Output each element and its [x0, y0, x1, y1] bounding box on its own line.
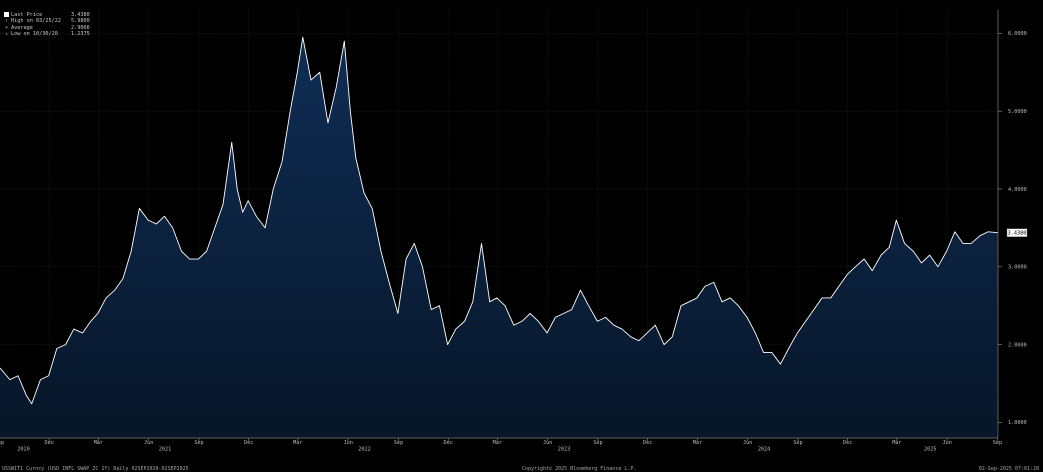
chart-axes: 1.0000 2.0000 3.0000 4.0000 5.0000 6.0000 Sep D…	[0, 10, 1028, 453]
y-tick-label: 6.0000	[1008, 31, 1027, 37]
high-marker-icon: ↑	[4, 18, 9, 25]
legend-high-value: 5.9800	[71, 18, 90, 25]
footer-security-info: USSWIT1 Curncy (USD INFL SWAP ZC 1Y) Dai…	[2, 466, 189, 472]
legend-high-label: High on 03/25/22	[11, 18, 61, 25]
x-tick-label: Sep	[593, 440, 602, 446]
x-tick-label: Dec	[45, 440, 54, 446]
x-tick-label: Dec	[443, 440, 452, 446]
x-tick-label: Mar	[892, 440, 901, 446]
last-price-tag	[1006, 228, 1028, 237]
y-tick-label: 5.0000	[1008, 109, 1027, 115]
x-tick-label: Dec	[643, 440, 652, 446]
legend-average: + Average 2.9066	[4, 25, 90, 31]
last-price-swatch	[4, 12, 9, 17]
legend-low-label: Low on 10/30/20	[11, 30, 58, 37]
legend-last-price-value: 3.4380	[71, 12, 90, 18]
chart-legend: Last Price 3.4380 ↑ High on 03/25/22 5.98…	[4, 12, 90, 37]
x-tick-label: Jun	[144, 440, 153, 446]
x-tick-label: Jun	[743, 440, 752, 446]
series-area	[0, 37, 998, 439]
x-tick-label: Dec	[843, 440, 852, 446]
y-tick-label: 1.0000	[1008, 420, 1027, 426]
x-tick-label: Sep	[394, 440, 403, 446]
x-tick-label: Jun	[543, 440, 552, 446]
x-tick-label: Mar	[493, 440, 502, 446]
x-tick-label: Mar	[693, 440, 702, 446]
legend-low-value: 1.2375	[71, 30, 90, 37]
legend-average-value: 2.9066	[71, 24, 90, 31]
y-tick-label: 2.0000	[1008, 342, 1027, 348]
x-tick-label: Mar	[293, 440, 302, 446]
last-price-tag-label: 3.4380	[1008, 231, 1027, 237]
year-label: 2023	[558, 447, 571, 453]
footer-timestamp: 02-Sep-2025 07:01:28	[978, 466, 1039, 472]
year-label: 2025	[924, 447, 937, 453]
x-tick-label: Sep	[793, 440, 802, 446]
x-tick-label: Jun	[343, 440, 352, 446]
legend-average-label: Average	[11, 24, 33, 31]
x-tick-label: Sep	[0, 440, 4, 446]
legend-last-price-label: Last Price	[11, 12, 43, 18]
year-label: 2024	[758, 447, 771, 453]
y-tick-label: 3.0000	[1008, 265, 1027, 271]
x-tick-label: Dec	[244, 440, 253, 446]
year-label: 2021	[159, 447, 172, 453]
chart-plot	[0, 36, 999, 439]
low-marker-icon: ↓	[4, 30, 9, 37]
year-label: 2022	[358, 447, 371, 453]
legend-low: ↓ Low on 10/30/20 1.2375	[4, 31, 90, 37]
legend-high: ↑ High on 03/25/22 5.9800	[4, 18, 90, 24]
year-label: 2020	[17, 447, 30, 453]
legend-last-price: Last Price 3.4380	[4, 12, 90, 18]
x-tick-label: Sep	[194, 440, 203, 446]
x-tick-label: Sep	[993, 440, 1002, 446]
series-line	[0, 36, 999, 405]
average-marker-icon: +	[4, 24, 9, 31]
x-tick-label: Jun	[942, 440, 951, 446]
footer-copyright: Copyright© 2025 Bloomberg Finance L.P.	[522, 466, 637, 472]
x-tick-label: Mar	[94, 440, 103, 446]
y-tick-label: 4.0000	[1008, 187, 1027, 193]
